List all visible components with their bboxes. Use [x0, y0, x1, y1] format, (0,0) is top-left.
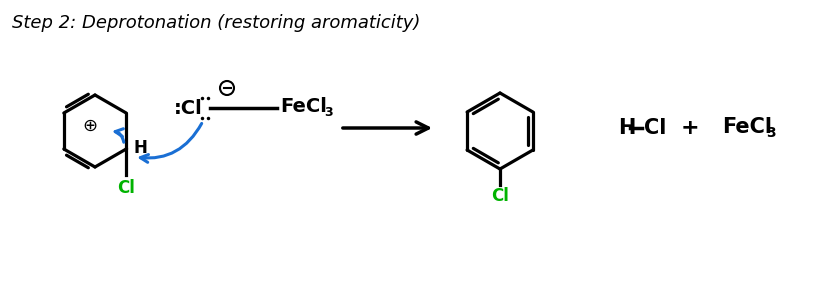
- Text: H: H: [618, 118, 635, 138]
- Text: FeCl: FeCl: [722, 117, 772, 137]
- Text: 3: 3: [324, 106, 333, 118]
- Text: 3: 3: [766, 126, 775, 140]
- Text: Cl: Cl: [644, 118, 666, 138]
- Text: FeCl: FeCl: [280, 98, 327, 116]
- Text: H: H: [134, 139, 147, 157]
- Text: $\oplus$: $\oplus$: [82, 117, 97, 135]
- Text: Step 2: Deprotonation (restoring aromaticity): Step 2: Deprotonation (restoring aromati…: [12, 14, 420, 32]
- Text: Cl: Cl: [118, 179, 135, 197]
- Text: Cl: Cl: [491, 187, 509, 205]
- Text: :Cl: :Cl: [174, 98, 203, 118]
- Text: +: +: [680, 118, 700, 138]
